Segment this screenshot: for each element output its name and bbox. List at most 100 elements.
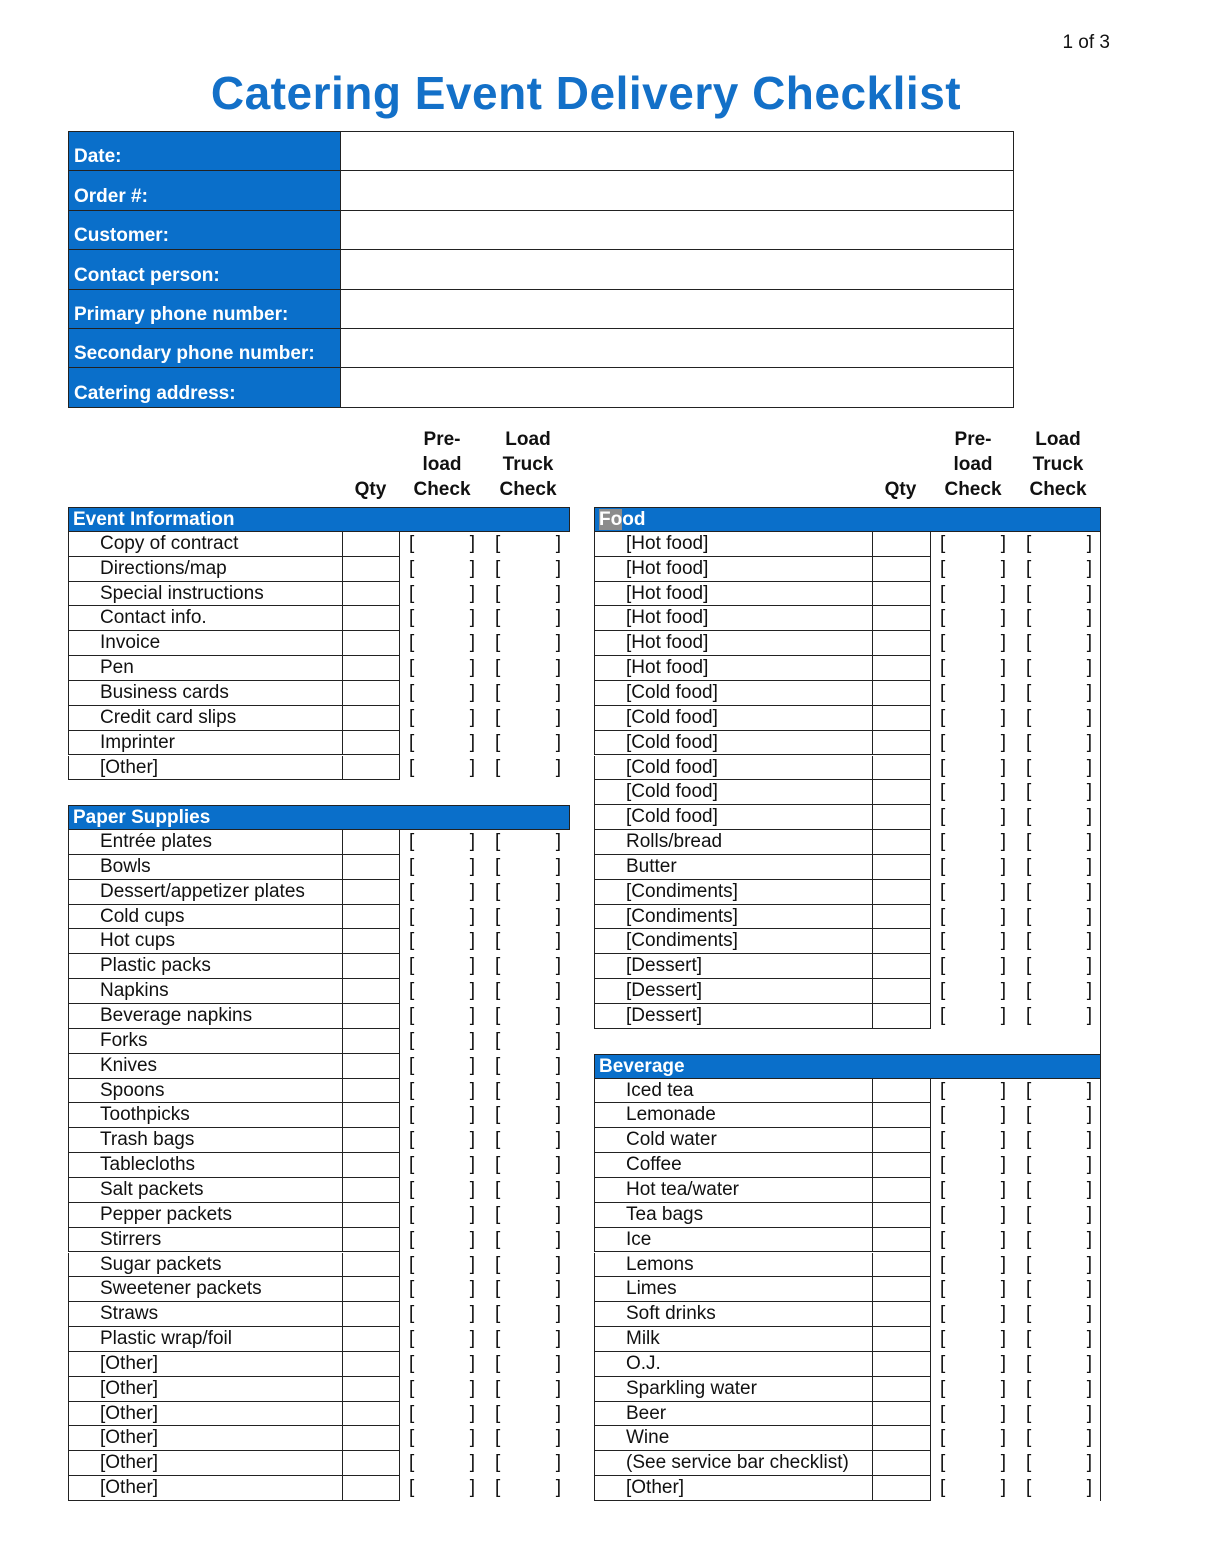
preload-checkbox[interactable]: []	[940, 1426, 1006, 1451]
qty-input[interactable]	[342, 1177, 400, 1203]
load-truck-checkbox[interactable]: []	[1026, 582, 1092, 607]
preload-checkbox[interactable]: []	[409, 905, 475, 930]
qty-input[interactable]	[342, 1028, 400, 1054]
qty-input[interactable]	[872, 1103, 931, 1129]
qty-input[interactable]	[342, 904, 400, 930]
qty-input[interactable]	[872, 1153, 931, 1178]
load-truck-checkbox[interactable]: []	[1026, 805, 1092, 830]
load-truck-checkbox[interactable]: []	[1026, 979, 1092, 1004]
preload-checkbox[interactable]: []	[940, 929, 1006, 954]
preload-checkbox[interactable]: []	[409, 830, 475, 855]
load-truck-checkbox[interactable]: []	[1026, 1426, 1092, 1451]
load-truck-checkbox[interactable]: []	[495, 756, 561, 781]
preload-checkbox[interactable]: []	[940, 780, 1006, 805]
preload-checkbox[interactable]: []	[409, 1203, 475, 1228]
qty-input[interactable]	[342, 979, 400, 1004]
load-truck-checkbox[interactable]: []	[1026, 1302, 1092, 1327]
preload-checkbox[interactable]: []	[409, 681, 475, 706]
qty-input[interactable]	[342, 631, 400, 657]
load-truck-checkbox[interactable]: []	[495, 681, 561, 706]
load-truck-checkbox[interactable]: []	[495, 1402, 561, 1427]
qty-input[interactable]	[872, 1476, 931, 1501]
load-truck-checkbox[interactable]: []	[495, 1451, 561, 1476]
load-truck-checkbox[interactable]: []	[495, 631, 561, 656]
preload-checkbox[interactable]: []	[940, 681, 1006, 706]
load-truck-checkbox[interactable]: []	[495, 979, 561, 1004]
load-truck-checkbox[interactable]: []	[495, 606, 561, 631]
load-truck-checkbox[interactable]: []	[495, 1352, 561, 1377]
qty-input[interactable]	[342, 656, 400, 681]
qty-input[interactable]	[342, 1302, 400, 1328]
preload-checkbox[interactable]: []	[940, 1178, 1006, 1203]
preload-checkbox[interactable]: []	[409, 1476, 475, 1501]
preload-checkbox[interactable]: []	[409, 1103, 475, 1128]
qty-input[interactable]	[342, 1252, 400, 1278]
qty-input[interactable]	[872, 1078, 931, 1104]
qty-input[interactable]	[342, 1277, 400, 1303]
preload-checkbox[interactable]: []	[940, 1004, 1006, 1029]
preload-checkbox[interactable]: []	[940, 1277, 1006, 1302]
qty-input[interactable]	[342, 1451, 400, 1477]
preload-checkbox[interactable]: []	[940, 1451, 1006, 1476]
preload-checkbox[interactable]: []	[409, 1426, 475, 1451]
preload-checkbox[interactable]: []	[409, 1302, 475, 1327]
load-truck-checkbox[interactable]: []	[495, 1178, 561, 1203]
load-truck-checkbox[interactable]: []	[495, 929, 561, 954]
preload-checkbox[interactable]: []	[940, 606, 1006, 631]
qty-input[interactable]	[342, 606, 400, 632]
qty-input[interactable]	[342, 854, 400, 880]
load-truck-checkbox[interactable]: []	[495, 855, 561, 880]
preload-checkbox[interactable]: []	[409, 1004, 475, 1029]
preload-checkbox[interactable]: []	[409, 1079, 475, 1104]
preload-checkbox[interactable]: []	[940, 954, 1006, 979]
preload-checkbox[interactable]: []	[940, 880, 1006, 905]
qty-input[interactable]	[342, 879, 400, 905]
load-truck-checkbox[interactable]: []	[1026, 1327, 1092, 1352]
qty-input[interactable]	[342, 581, 400, 607]
info-input[interactable]	[340, 170, 1014, 211]
qty-input[interactable]	[872, 1252, 931, 1278]
preload-checkbox[interactable]: []	[409, 1178, 475, 1203]
preload-checkbox[interactable]: []	[940, 1228, 1006, 1253]
preload-checkbox[interactable]: []	[409, 1277, 475, 1302]
qty-input[interactable]	[342, 1426, 400, 1452]
qty-input[interactable]	[872, 1227, 931, 1253]
qty-input[interactable]	[872, 1202, 931, 1228]
load-truck-checkbox[interactable]: []	[1026, 1128, 1092, 1153]
qty-input[interactable]	[342, 929, 400, 955]
preload-checkbox[interactable]: []	[409, 1054, 475, 1079]
preload-checkbox[interactable]: []	[940, 1302, 1006, 1327]
preload-checkbox[interactable]: []	[409, 1377, 475, 1402]
load-truck-checkbox[interactable]: []	[495, 1153, 561, 1178]
qty-input[interactable]	[872, 631, 931, 657]
preload-checkbox[interactable]: []	[940, 1352, 1006, 1377]
load-truck-checkbox[interactable]: []	[495, 1253, 561, 1278]
qty-input[interactable]	[872, 879, 931, 905]
qty-input[interactable]	[872, 854, 931, 880]
preload-checkbox[interactable]: []	[940, 1128, 1006, 1153]
qty-input[interactable]	[342, 1128, 400, 1154]
load-truck-checkbox[interactable]: []	[1026, 1228, 1092, 1253]
preload-checkbox[interactable]: []	[409, 631, 475, 656]
load-truck-checkbox[interactable]: []	[495, 1203, 561, 1228]
qty-input[interactable]	[872, 1128, 931, 1154]
qty-input[interactable]	[872, 1302, 931, 1328]
load-truck-checkbox[interactable]: []	[495, 1302, 561, 1327]
load-truck-checkbox[interactable]: []	[495, 656, 561, 681]
load-truck-checkbox[interactable]: []	[1026, 656, 1092, 681]
preload-checkbox[interactable]: []	[940, 532, 1006, 557]
load-truck-checkbox[interactable]: []	[1026, 1352, 1092, 1377]
qty-input[interactable]	[872, 830, 931, 855]
load-truck-checkbox[interactable]: []	[495, 954, 561, 979]
load-truck-checkbox[interactable]: []	[495, 1054, 561, 1079]
qty-input[interactable]	[872, 1004, 931, 1029]
qty-input[interactable]	[342, 1053, 400, 1079]
info-input[interactable]	[340, 327, 1014, 369]
qty-input[interactable]	[872, 1376, 931, 1402]
qty-input[interactable]	[342, 1004, 400, 1029]
preload-checkbox[interactable]: []	[940, 1079, 1006, 1104]
load-truck-checkbox[interactable]: []	[495, 830, 561, 855]
load-truck-checkbox[interactable]: []	[495, 1327, 561, 1352]
qty-input[interactable]	[872, 780, 931, 806]
qty-input[interactable]	[872, 979, 931, 1004]
